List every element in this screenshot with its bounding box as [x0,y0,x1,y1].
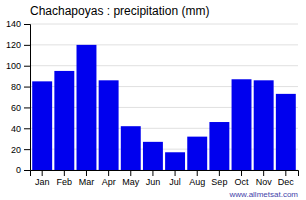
x-tick-mark [108,170,109,176]
x-tick-mark [263,170,264,176]
x-tick: Feb [57,170,73,187]
bar [187,137,207,170]
x-tick-label: Jul [169,177,181,187]
x-tick-mark [42,170,43,176]
bar [276,94,296,170]
bar [254,80,274,170]
x-tick-label: May [122,177,140,187]
y-tick-label: 120 [6,40,21,50]
x-tick-label: Apr [102,177,116,187]
x-tick-mark [130,170,131,176]
y-tick: 60 [11,103,30,113]
x-tick: Mar [79,170,95,187]
x-tick: Apr [102,170,116,187]
x-tick-label: Dec [278,177,295,187]
grid-line [30,44,298,45]
y-tick-label: 60 [11,103,21,113]
x-tick: Jun [146,170,161,187]
bar [165,152,185,170]
y-tick: 20 [11,145,30,155]
grid [30,24,298,170]
bar [143,142,163,170]
x-tick-label: Jun [146,177,161,187]
x-tick: Jan [35,170,50,187]
title: Chachapoyas : precipitation (mm) [30,4,209,18]
x-tick: Nov [256,170,273,187]
y-tick-mark [24,170,30,171]
bar [32,81,52,170]
y-tick-mark [24,107,30,108]
y-tick-label: 100 [6,61,21,71]
bars [32,45,296,170]
chart: 0 20 40 60 80 100 120 140 Jan Feb Mar Apr May Jun Jul A… [0,0,306,200]
x-tick-mark [175,170,176,176]
x-tick: May [122,170,140,187]
bar [77,45,97,170]
bar [232,79,252,170]
bar [54,71,74,170]
bar [99,80,119,170]
bar [121,126,141,170]
bar [209,122,229,170]
x-tick-mark [64,170,65,176]
x-tick-label: Oct [235,177,250,187]
x-tick-mark [285,170,286,176]
x-tick: Jul [169,170,181,187]
y-tick: 40 [11,124,30,134]
annotation: www.allmetsat.com [229,190,299,199]
x-tick-mark [241,170,242,176]
y-axis-line [24,25,31,171]
y-tick-label: 40 [11,124,21,134]
x-tick-label: Feb [57,177,73,187]
x-tick-label: Mar [79,177,95,187]
y-tick-mark [24,66,30,67]
grid-line [30,65,298,66]
x-tick-mark [219,170,220,176]
x-tick-label: Aug [189,177,205,187]
x-tick: Oct [235,170,250,187]
y-tick-mark [24,24,30,25]
y-tick: 100 [6,61,30,71]
y-tick-mark [24,128,30,129]
x-tick-mark [197,170,198,176]
y-tick-mark [24,149,30,150]
y-tick-label: 80 [11,82,21,92]
y-tick-label: 0 [16,165,21,175]
x-tick-mark [86,170,87,176]
grid-line [30,24,298,25]
y-tick: 0 [16,165,30,175]
y-tick: 120 [6,40,30,50]
x-tick: Aug [189,170,205,187]
y-axis: 0 20 40 60 80 100 120 140 [6,19,31,175]
y-tick-mark [24,87,30,88]
x-tick-label: Sep [211,177,227,187]
y-tick-mark [24,45,30,46]
y-tick-label: 140 [6,19,21,29]
y-tick-label: 20 [11,145,21,155]
y-tick: 140 [6,19,30,29]
x-tick-mark [152,170,153,176]
x-tick: Dec [278,170,295,187]
x-tick: Sep [211,170,227,187]
x-axis-line [31,171,299,177]
x-tick-label: Jan [35,177,50,187]
y-tick: 80 [11,82,30,92]
x-tick-label: Nov [256,177,273,187]
plot: 0 20 40 60 80 100 120 140 Jan Feb Mar Apr May Jun Jul A… [6,19,299,187]
x-axis: Jan Feb Mar Apr May Jun Jul Aug Sep Oct Nov Dec [31,170,299,187]
